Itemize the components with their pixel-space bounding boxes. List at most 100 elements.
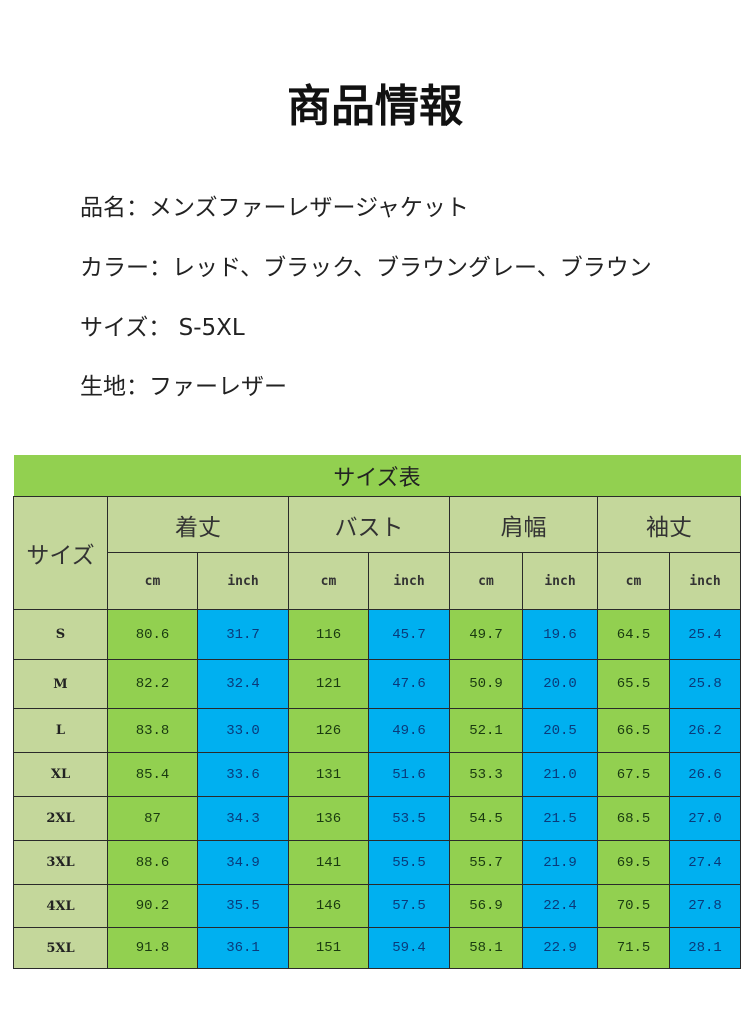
unit-header: cm xyxy=(107,552,198,610)
inch-cell: 26.6 xyxy=(668,752,742,797)
product-name: 品名：メンズファーレザージャケット xyxy=(80,195,469,221)
cm-cell: 55.7 xyxy=(449,840,523,885)
inch-cell: 20.5 xyxy=(522,708,598,753)
table-row: XL 85.4 33.6 131 51.6 53.3 21.0 67.5 26.6 xyxy=(13,752,742,797)
inch-cell: 27.0 xyxy=(668,796,742,841)
cm-cell: 131 xyxy=(288,752,369,797)
cm-cell: 83.8 xyxy=(107,708,198,753)
cm-cell: 141 xyxy=(288,840,369,885)
cm-cell: 126 xyxy=(288,708,369,753)
size-cell: S xyxy=(13,609,108,660)
cm-cell: 116 xyxy=(288,609,369,660)
unit-header: inch xyxy=(368,552,450,610)
cm-cell: 52.1 xyxy=(449,708,523,753)
inch-cell: 35.5 xyxy=(197,884,289,928)
inch-cell: 45.7 xyxy=(368,609,450,660)
cm-cell: 136 xyxy=(288,796,369,841)
inch-cell: 21.0 xyxy=(522,752,598,797)
inch-cell: 22.4 xyxy=(522,884,598,928)
size-header: サイズ xyxy=(13,496,108,610)
cm-cell: 151 xyxy=(288,927,369,969)
size-cell: 4XL xyxy=(13,884,108,928)
inch-cell: 49.6 xyxy=(368,708,450,753)
group-header: 肩幅 xyxy=(449,496,598,553)
cm-cell: 56.9 xyxy=(449,884,523,928)
cm-cell: 87 xyxy=(107,796,198,841)
cm-cell: 50.9 xyxy=(449,659,523,709)
inch-cell: 22.9 xyxy=(522,927,598,969)
table-caption: サイズ表 xyxy=(13,455,741,497)
cm-cell: 91.8 xyxy=(107,927,198,969)
cm-cell: 58.1 xyxy=(449,927,523,969)
size-cell: 3XL xyxy=(13,840,108,885)
inch-cell: 21.9 xyxy=(522,840,598,885)
inch-cell: 33.6 xyxy=(197,752,289,797)
cm-cell: 67.5 xyxy=(597,752,670,797)
group-header: 着丈 xyxy=(107,496,289,553)
cm-cell: 66.5 xyxy=(597,708,670,753)
group-header: バスト xyxy=(288,496,450,553)
size-cell: 5XL xyxy=(13,927,108,969)
inch-cell: 53.5 xyxy=(368,796,450,841)
table-row: 4XL 90.2 35.5 146 57.5 56.9 22.4 70.5 27.8 xyxy=(13,884,742,928)
unit-header: inch xyxy=(522,552,598,610)
inch-cell: 26.2 xyxy=(668,708,742,753)
cm-cell: 80.6 xyxy=(107,609,198,660)
table-row: L 83.8 33.0 126 49.6 52.1 20.5 66.5 26.2 xyxy=(13,708,742,753)
product-fabric: 生地：ファーレザー xyxy=(80,374,287,400)
size-cell: L xyxy=(13,708,108,753)
inch-cell: 55.5 xyxy=(368,840,450,885)
size-table: サイズ表 サイズ 着丈 バスト 肩幅 袖丈 cm inch cm inch cm inch… xyxy=(13,455,742,969)
inch-cell: 25.8 xyxy=(668,659,742,709)
cm-cell: 70.5 xyxy=(597,884,670,928)
product-colors: カラー：レッド、ブラック、ブラウングレー、ブラウン xyxy=(80,255,652,281)
cm-cell: 49.7 xyxy=(449,609,523,660)
inch-cell: 36.1 xyxy=(197,927,289,969)
table-row: 5XL 91.8 36.1 151 59.4 58.1 22.9 71.5 28.1 xyxy=(13,927,742,969)
table-row: 2XL 87 34.3 136 53.5 54.5 21.5 68.5 27.0 xyxy=(13,796,742,841)
inch-cell: 33.0 xyxy=(197,708,289,753)
cm-cell: 88.6 xyxy=(107,840,198,885)
inch-cell: 34.3 xyxy=(197,796,289,841)
unit-header: inch xyxy=(668,552,742,610)
page-title: 商品情報 xyxy=(287,81,463,132)
inch-cell: 31.7 xyxy=(197,609,289,660)
inch-cell: 28.1 xyxy=(668,927,742,969)
cm-cell: 121 xyxy=(288,659,369,709)
inch-cell: 19.6 xyxy=(522,609,598,660)
inch-cell: 57.5 xyxy=(368,884,450,928)
inch-cell: 25.4 xyxy=(668,609,742,660)
cm-cell: 54.5 xyxy=(449,796,523,841)
inch-cell: 27.4 xyxy=(668,840,742,885)
table-row: 3XL 88.6 34.9 141 55.5 55.7 21.9 69.5 27.4 xyxy=(13,840,742,885)
inch-cell: 32.4 xyxy=(197,659,289,709)
cm-cell: 90.2 xyxy=(107,884,198,928)
inch-cell: 51.6 xyxy=(368,752,450,797)
cm-cell: 65.5 xyxy=(597,659,670,709)
inch-cell: 34.9 xyxy=(197,840,289,885)
unit-header: cm xyxy=(449,552,523,610)
cm-cell: 68.5 xyxy=(597,796,670,841)
unit-header: inch xyxy=(197,552,289,610)
table-row: M 82.2 32.4 121 47.6 50.9 20.0 65.5 25.8 xyxy=(13,659,742,709)
size-cell: M xyxy=(13,659,108,709)
size-cell: 2XL xyxy=(13,796,108,841)
group-header: 袖丈 xyxy=(596,496,742,553)
cm-cell: 85.4 xyxy=(107,752,198,797)
inch-cell: 27.8 xyxy=(668,884,742,928)
cm-cell: 71.5 xyxy=(597,927,670,969)
cm-cell: 64.5 xyxy=(597,609,670,660)
inch-cell: 20.0 xyxy=(522,659,598,709)
cm-cell: 69.5 xyxy=(597,840,670,885)
cm-cell: 53.3 xyxy=(449,752,523,797)
unit-header: cm xyxy=(597,552,670,610)
inch-cell: 59.4 xyxy=(368,927,450,969)
table-row: S 80.6 31.7 116 45.7 49.7 19.6 64.5 25.4 xyxy=(13,609,742,660)
size-cell: XL xyxy=(13,752,108,797)
cm-cell: 146 xyxy=(288,884,369,928)
inch-cell: 47.6 xyxy=(368,659,450,709)
unit-header: cm xyxy=(288,552,369,610)
cm-cell: 82.2 xyxy=(107,659,198,709)
product-sizes: サイズ： S-5XL xyxy=(80,315,245,341)
inch-cell: 21.5 xyxy=(522,796,598,841)
